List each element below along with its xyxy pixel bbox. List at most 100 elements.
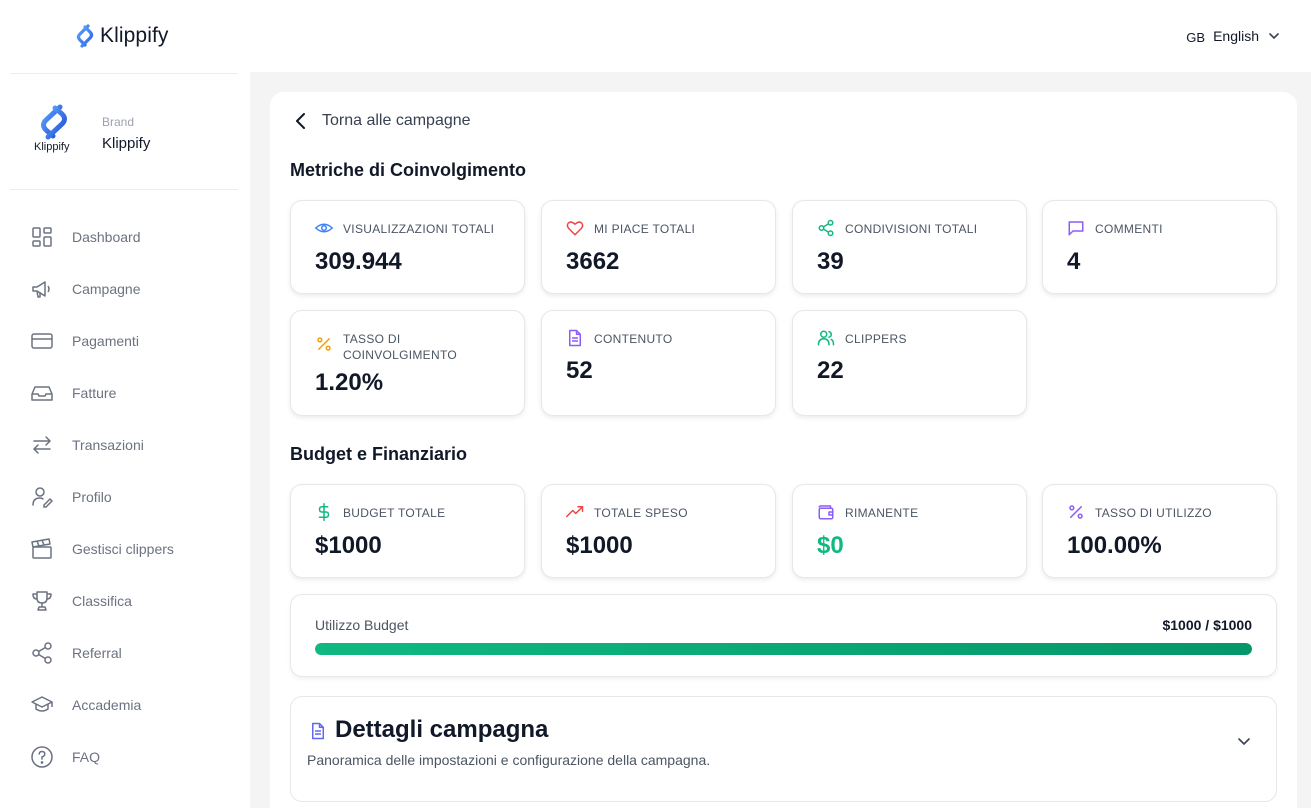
app-logo[interactable]: Klippify xyxy=(76,24,169,48)
sidebar-item-label: Gestisci clippers xyxy=(72,541,174,557)
percent-icon xyxy=(1069,505,1083,519)
metric-label: VISUALIZZAZIONI TOTALI xyxy=(343,222,495,236)
dashboard-icon xyxy=(32,227,52,247)
metric-card-shares: CONDIVISIONI TOTALI 39 xyxy=(792,200,1027,294)
metric-label: TASSO DI UTILIZZO xyxy=(1095,506,1212,520)
metric-label: TOTALE SPESO xyxy=(594,506,688,520)
metric-label: CONTENUTO xyxy=(594,332,673,346)
sidebar-item-transazioni[interactable]: Transazioni xyxy=(30,431,144,459)
heart-icon xyxy=(566,221,584,236)
eye-icon xyxy=(315,223,333,233)
details-description: Panoramica delle impostazioni e configur… xyxy=(307,752,711,768)
metric-label: CLIPPERS xyxy=(845,332,907,346)
metric-value: 1.20% xyxy=(315,369,384,396)
metric-card-engagement-rate: TASSO DI COINVOLGIMENTO 1.20% xyxy=(290,310,525,416)
metric-value: 39 xyxy=(817,248,844,275)
sidebar-item-label: Profilo xyxy=(72,489,112,505)
budget-card-remaining: RIMANENTE $0 xyxy=(792,484,1027,578)
brand-name: Klippify xyxy=(102,135,151,152)
campaign-details-panel[interactable]: Dettagli campagna Panoramica delle impos… xyxy=(290,696,1277,802)
sidebar-item-profilo[interactable]: Profilo xyxy=(30,483,112,511)
top-bar: Klippify GB English xyxy=(0,0,1311,72)
sidebar-item-accademia[interactable]: Accademia xyxy=(30,691,141,719)
percent-icon xyxy=(317,337,331,351)
graduation-cap-icon xyxy=(31,696,53,712)
language-label: English xyxy=(1213,28,1259,44)
inbox-icon xyxy=(31,386,53,401)
sidebar-item-pagamenti[interactable]: Pagamenti xyxy=(30,327,139,355)
language-selector[interactable]: GB English xyxy=(1186,27,1281,45)
share-icon xyxy=(32,642,52,664)
chevron-left-icon xyxy=(296,113,305,129)
users-icon xyxy=(817,330,835,346)
metric-label: CONDIVISIONI TOTALI xyxy=(845,222,978,236)
sidebar-item-fatture[interactable]: Fatture xyxy=(30,379,116,407)
megaphone-icon xyxy=(32,281,50,298)
divider xyxy=(10,73,238,74)
metric-value: 3662 xyxy=(566,248,620,275)
metric-card-clippers: CLIPPERS 22 xyxy=(792,310,1027,416)
metric-value: 22 xyxy=(817,357,844,384)
brand-avatar: Klippify xyxy=(32,103,80,159)
sidebar-item-label: Pagamenti xyxy=(72,333,139,349)
budget-usage-value: $1000 / $1000 xyxy=(1162,617,1252,633)
arrows-icon xyxy=(32,436,52,454)
clapperboard-icon xyxy=(31,538,52,559)
help-circle-icon xyxy=(31,746,53,768)
brand-logo-icon xyxy=(41,104,67,140)
user-edit-icon xyxy=(32,487,54,508)
chevron-down-icon[interactable] xyxy=(1236,733,1252,749)
metric-card-content: CONTENUTO 52 xyxy=(541,310,776,416)
sidebar-item-faq[interactable]: FAQ xyxy=(30,743,100,771)
budget-card-spent: TOTALE SPESO $1000 xyxy=(541,484,776,578)
metric-label: TASSO DI COINVOLGIMENTO xyxy=(343,332,457,362)
main-content: Torna alle campagne Metriche di Coinvolg… xyxy=(270,92,1297,808)
sidebar-item-label: Campagne xyxy=(72,281,141,297)
metric-value: 4 xyxy=(1067,248,1081,275)
metric-card-likes: MI PIACE TOTALI 3662 xyxy=(541,200,776,294)
budget-usage-card: Utilizzo Budget $1000 / $1000 xyxy=(290,594,1277,677)
engagement-title: Metriche di Coinvolgimento xyxy=(290,160,527,180)
document-icon xyxy=(569,329,581,347)
credit-card-icon xyxy=(31,333,53,349)
metric-label: BUDGET TOTALE xyxy=(343,506,446,520)
sidebar-item-classifica[interactable]: Classifica xyxy=(30,587,132,615)
sidebar-item-label: Fatture xyxy=(72,385,117,401)
back-label: Torna alle campagne xyxy=(322,112,471,129)
metric-value: 52 xyxy=(566,357,593,384)
brand-label: Brand xyxy=(102,115,135,129)
metric-value: 100.00% xyxy=(1067,532,1162,559)
sidebar-item-dashboard[interactable]: Dashboard xyxy=(30,223,141,251)
budget-progress-fill xyxy=(315,643,1252,655)
dollar-icon xyxy=(318,503,330,521)
sidebar: Klippify Brand Klippify Dashboard Campag… xyxy=(0,72,250,808)
trophy-icon xyxy=(32,591,52,611)
sidebar-item-campagne[interactable]: Campagne xyxy=(30,275,141,303)
sidebar-item-label: Transazioni xyxy=(72,437,144,453)
document-icon xyxy=(312,722,324,740)
metric-card-views: VISUALIZZAZIONI TOTALI 309.944 xyxy=(290,200,525,294)
budget-usage-label: Utilizzo Budget xyxy=(315,617,409,633)
sidebar-item-label: Dashboard xyxy=(72,229,141,245)
sidebar-item-referral[interactable]: Referral xyxy=(30,639,122,667)
trending-up-icon xyxy=(566,506,584,518)
comment-icon xyxy=(1068,221,1084,236)
details-title: Dettagli campagna xyxy=(335,716,549,743)
sidebar-item-label: FAQ xyxy=(72,749,101,765)
wallet-icon xyxy=(818,505,834,520)
budget-title: Budget e Finanziario xyxy=(290,444,468,464)
chevron-down-icon xyxy=(1269,33,1279,40)
language-code: GB xyxy=(1186,30,1206,45)
metric-card-comments: COMMENTI 4 xyxy=(1042,200,1277,294)
klippify-logo-icon xyxy=(76,24,94,48)
budget-card-usage-rate: TASSO DI UTILIZZO 100.00% xyxy=(1042,484,1277,578)
metric-value: $0 xyxy=(817,532,844,559)
budget-card-total: BUDGET TOTALE $1000 xyxy=(290,484,525,578)
sidebar-item-gestisci-clippers[interactable]: Gestisci clippers xyxy=(30,535,174,563)
metric-value: $1000 xyxy=(315,532,382,559)
back-to-campaigns-link[interactable]: Torna alle campagne xyxy=(292,112,471,130)
sidebar-item-label: Referral xyxy=(72,645,122,661)
metric-label: RIMANENTE xyxy=(845,506,919,520)
metric-value: 309.944 xyxy=(315,248,402,275)
share-icon xyxy=(818,219,834,237)
